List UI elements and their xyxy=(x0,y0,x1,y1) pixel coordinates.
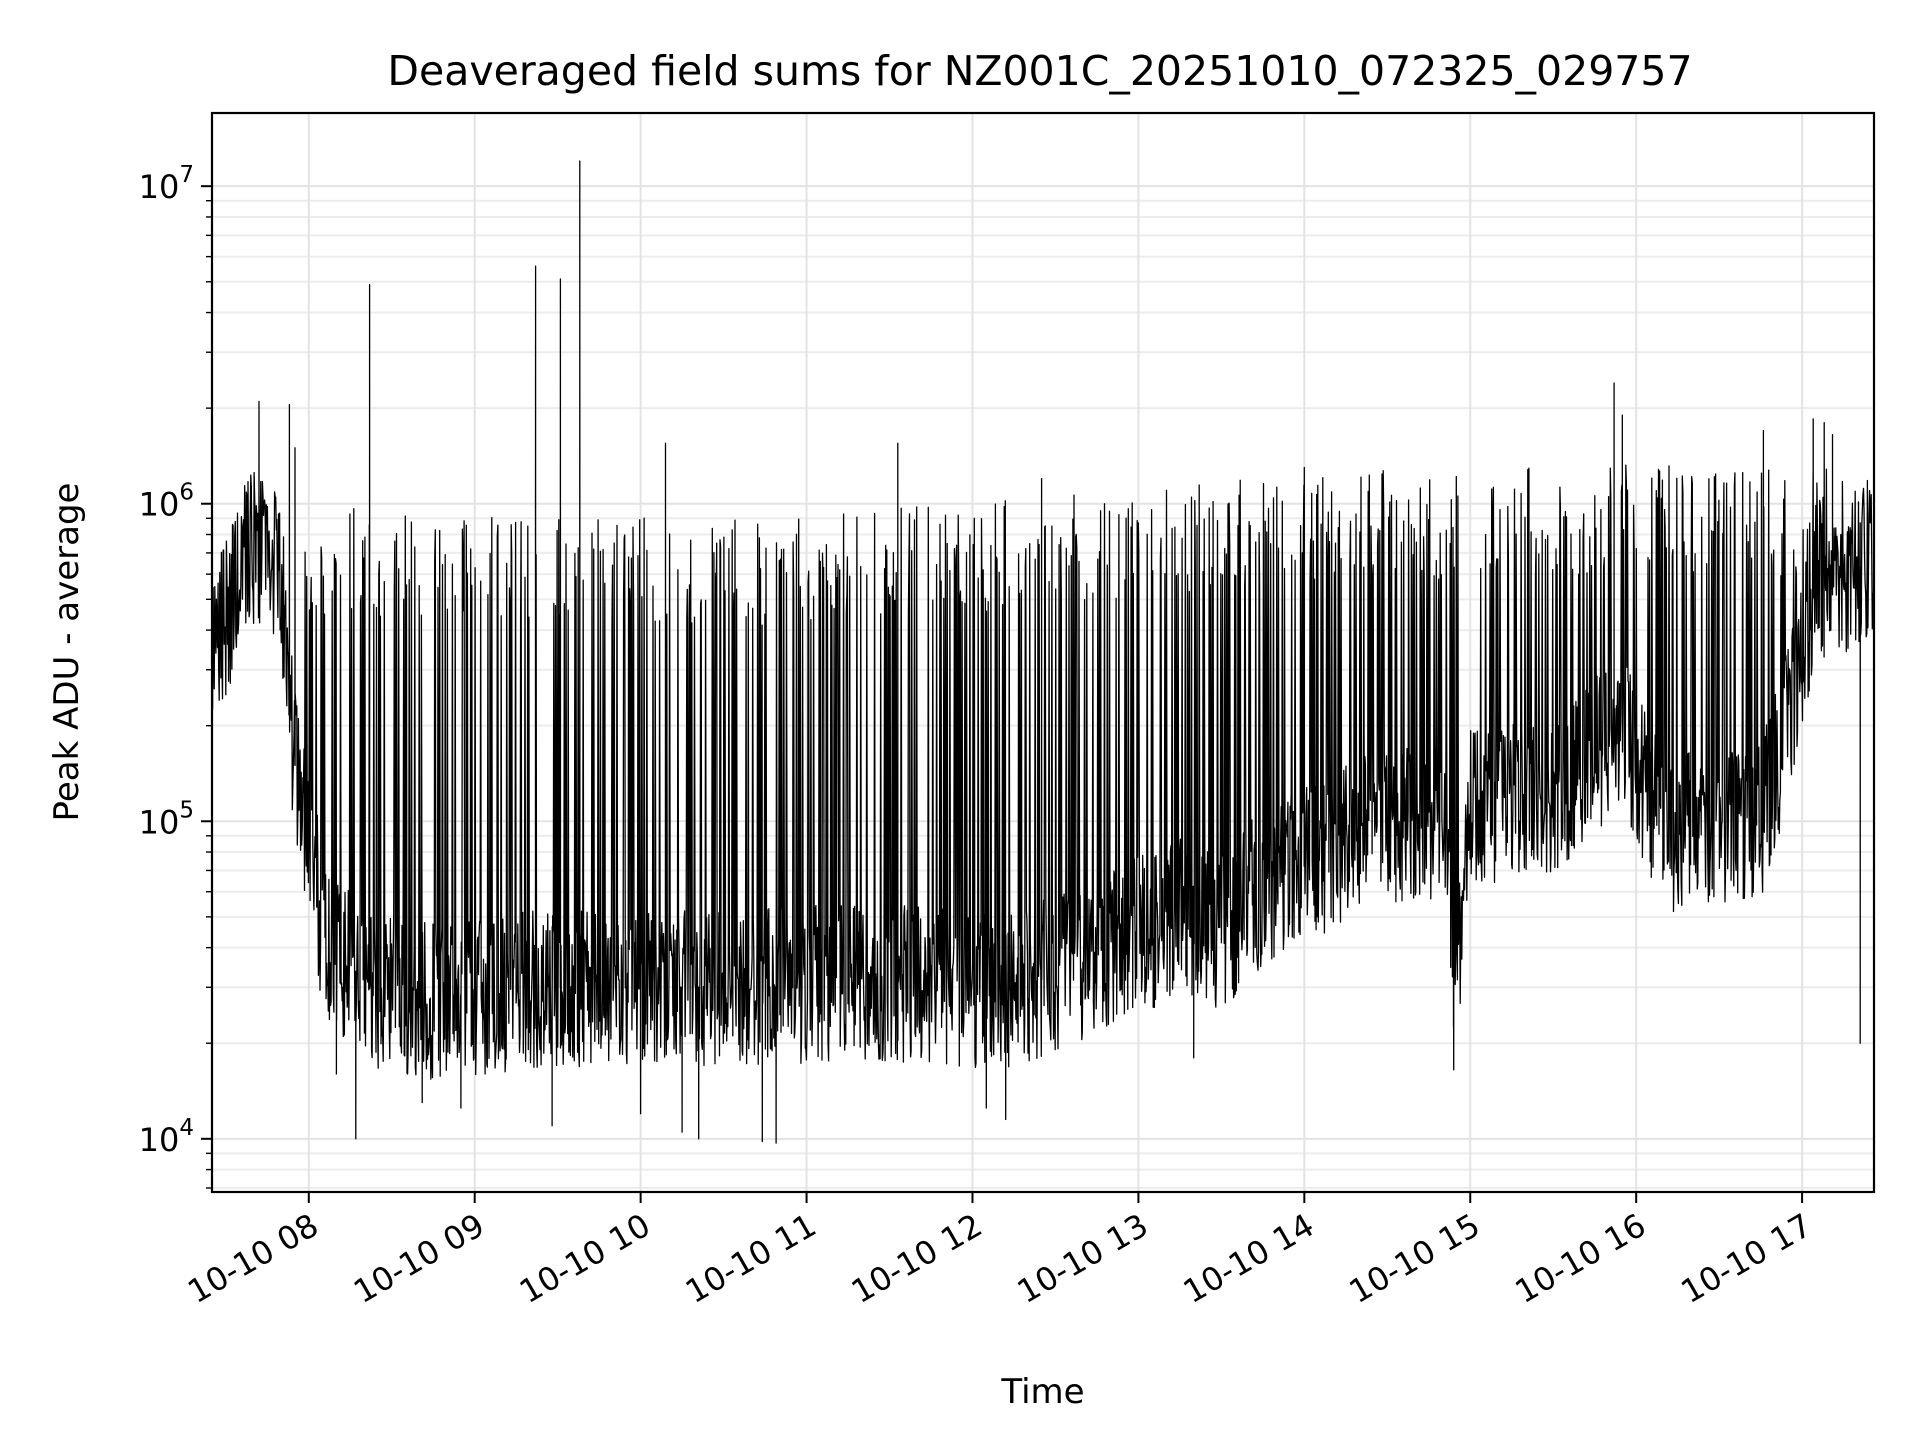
x-tick-label: 10-10 15 xyxy=(1343,1206,1487,1311)
x-tick-label: 10-10 14 xyxy=(1177,1206,1321,1311)
chart-title: Deaveraged field sums for NZ001C_2025101… xyxy=(387,47,1692,95)
x-tick-label: 10-10 17 xyxy=(1675,1206,1819,1311)
x-tick-label: 10-10 10 xyxy=(513,1206,657,1311)
plot-frame xyxy=(210,111,1876,1194)
y-axis-label: Peak ADU - average xyxy=(47,483,87,822)
y-axis: 104 105 106 107 xyxy=(139,162,212,1189)
x-tick-label: 10-10 12 xyxy=(845,1206,989,1311)
x-tick-label: 10-10 08 xyxy=(181,1206,325,1311)
series-layer xyxy=(211,160,1875,1144)
y-tick-label: 106 xyxy=(139,480,194,524)
x-axis: 10-10 08 10-10 09 10-10 10 10-10 11 10-10 12… xyxy=(181,1192,1818,1311)
y-tick-label: 105 xyxy=(139,797,194,841)
x-tick-label: 10-10 13 xyxy=(1011,1206,1155,1311)
x-tick-label: 10-10 09 xyxy=(347,1206,491,1311)
x-axis-label: Time xyxy=(1000,1372,1084,1412)
y-tick-label: 104 xyxy=(139,1115,194,1159)
x-tick-label: 10-10 11 xyxy=(679,1206,823,1311)
series-line xyxy=(211,160,1875,1144)
x-tick-label: 10-10 16 xyxy=(1509,1206,1653,1311)
y-tick-label: 107 xyxy=(139,162,194,206)
